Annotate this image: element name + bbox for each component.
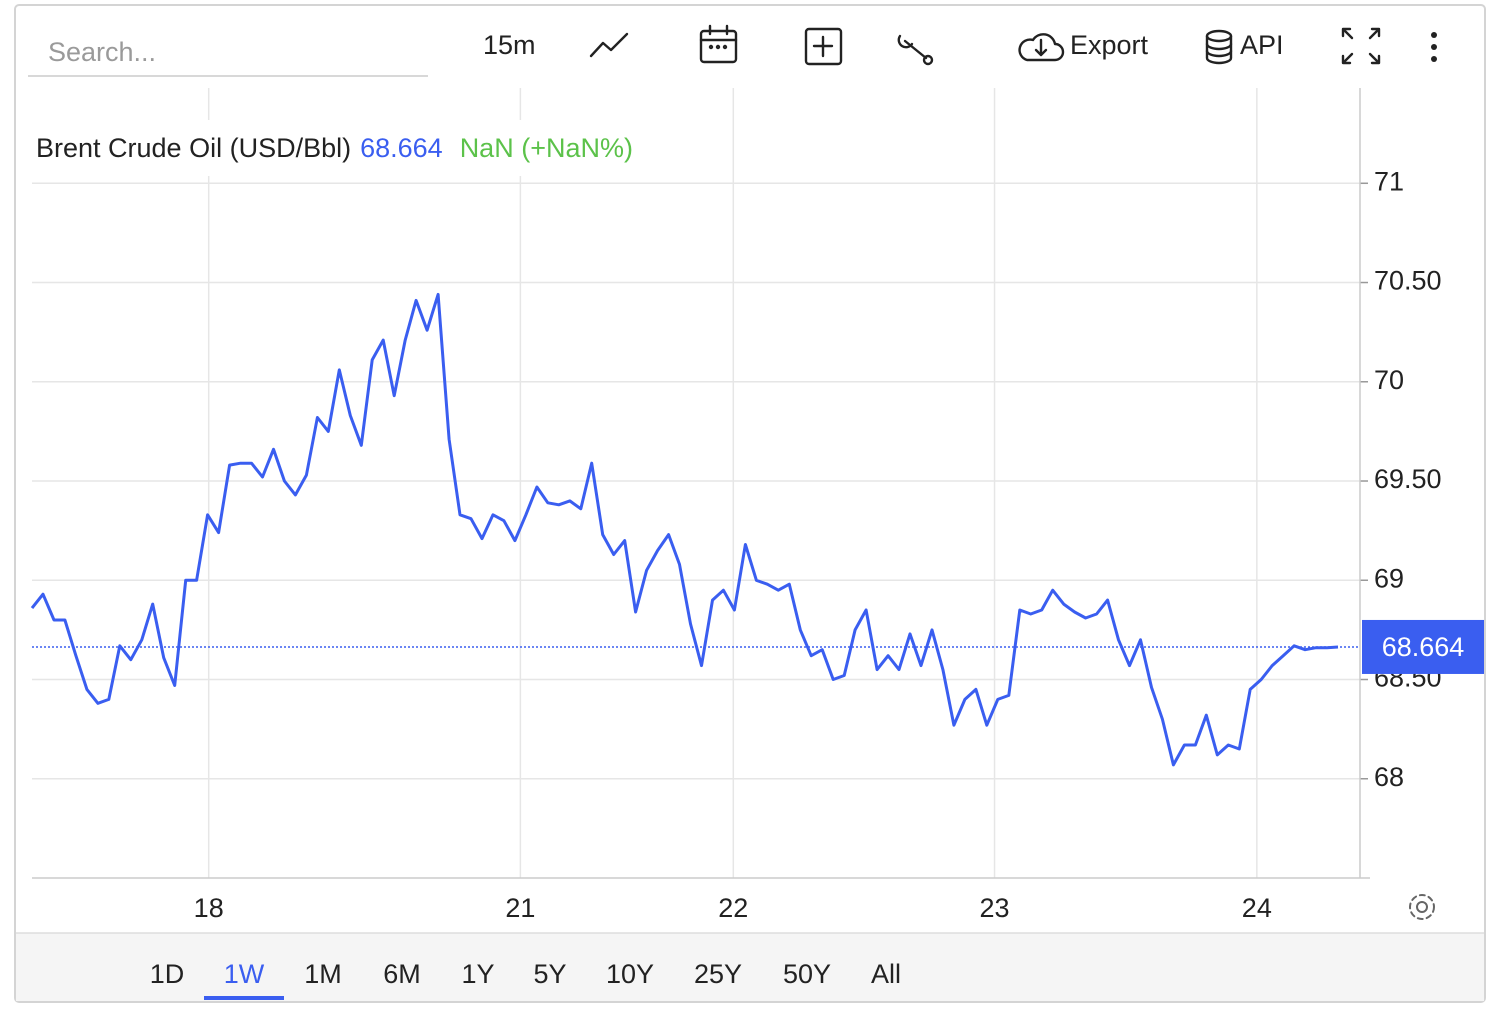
x-tick-label: 18 [194, 893, 224, 923]
interval-button[interactable]: 15m [483, 30, 536, 60]
api-icon[interactable] [1205, 29, 1233, 65]
last-price-box [1362, 619, 1484, 674]
x-tick-label: 24 [1242, 893, 1272, 923]
range-tabs: 1D 1W 1M 6M 1Y 5Y 10Y 25Y 50Y All [150, 959, 901, 1000]
calendar-icon[interactable] [699, 24, 738, 64]
add-indicator-icon[interactable] [804, 27, 843, 66]
range-tab[interactable]: 6M [383, 959, 421, 989]
y-tick-label: 70.50 [1374, 266, 1442, 296]
y-tick-label: 70 [1374, 365, 1404, 395]
last-price-label: 68.664 [1382, 632, 1465, 662]
x-tick-label: 23 [980, 893, 1010, 923]
search-input[interactable]: Search... [48, 37, 156, 67]
api-button[interactable]: API [1240, 30, 1284, 60]
range-bar [16, 933, 1484, 1001]
y-tick-label: 71 [1374, 166, 1404, 196]
range-tab[interactable]: 5Y [533, 959, 566, 989]
range-tab[interactable]: 50Y [783, 959, 831, 989]
x-tick-label: 21 [505, 893, 535, 923]
range-tab[interactable]: All [871, 959, 901, 989]
range-tab[interactable]: 10Y [606, 959, 654, 989]
range-tab[interactable]: 1D [150, 959, 185, 989]
fullscreen-icon[interactable] [1341, 27, 1381, 65]
last-value: 68.664 [360, 133, 443, 163]
range-tab[interactable]: 1M [304, 959, 342, 989]
chart-type-icon[interactable] [589, 32, 629, 58]
more-menu[interactable] [1431, 32, 1437, 62]
y-tick-label: 68 [1374, 762, 1404, 792]
export-button[interactable]: Export [1070, 30, 1149, 60]
y-tick-label: 69.50 [1374, 464, 1442, 494]
range-tab[interactable]: 25Y [694, 959, 742, 989]
frame [14, 4, 1486, 1003]
settings-wrench-icon[interactable] [897, 34, 934, 66]
range-tab[interactable]: 1Y [461, 959, 494, 989]
gear-icon[interactable] [1409, 894, 1435, 920]
x-tick-label: 22 [718, 893, 748, 923]
y-tick-label: 69 [1374, 563, 1404, 593]
active-tab-underline [204, 996, 284, 1000]
chart-title: Brent Crude Oil (USD/Bbl) [36, 133, 351, 163]
export-icon[interactable] [1018, 33, 1065, 62]
price-line [30, 292, 1339, 767]
range-tab[interactable]: 1W [224, 959, 265, 989]
title-backdrop [30, 120, 710, 176]
change-label: NaN (+NaN%) [460, 133, 633, 163]
